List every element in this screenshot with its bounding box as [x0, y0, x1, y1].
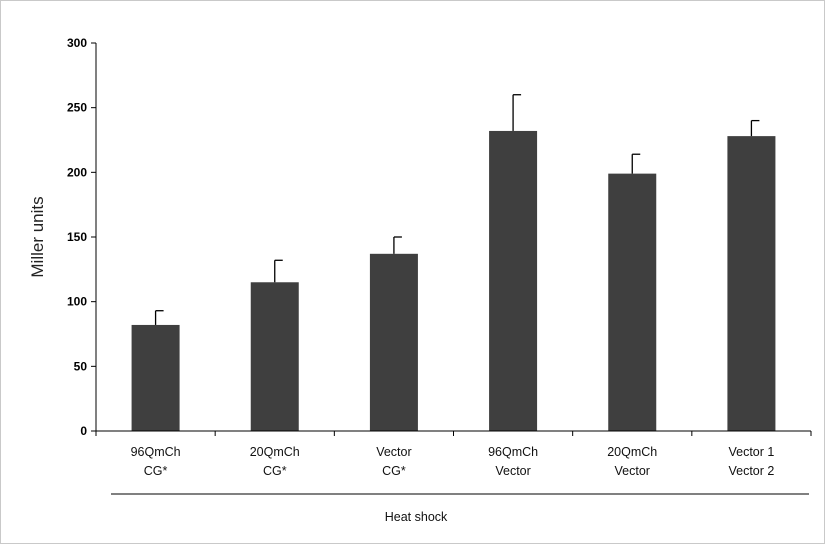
- y-axis-label: Miller units: [28, 196, 47, 277]
- bar: [489, 130, 538, 432]
- x-category-label: CG*: [144, 464, 168, 478]
- y-axis: 0 50 100 150 200 250 300: [67, 36, 97, 438]
- x-category-label: CG*: [382, 464, 406, 478]
- bar: [250, 282, 299, 431]
- x-category-label: 20QmCh: [607, 445, 657, 459]
- x-category-label: Vector: [615, 464, 650, 478]
- bars: [131, 130, 776, 432]
- x-category-label: 96QmCh: [488, 445, 538, 459]
- x-category-label: CG*: [263, 464, 287, 478]
- x-category-label: Vector 2: [728, 464, 774, 478]
- group-label: Heat shock: [385, 510, 448, 524]
- y-tick-label: 150: [67, 230, 87, 244]
- bar: [608, 173, 657, 432]
- x-category-label: 96QmCh: [131, 445, 181, 459]
- bar: [369, 253, 418, 431]
- y-tick-label: 0: [80, 424, 87, 438]
- error-bars: [154, 94, 760, 325]
- y-tick-label: 100: [67, 295, 87, 309]
- y-tick-label: 50: [74, 359, 88, 373]
- y-tick-label: 250: [67, 101, 87, 115]
- y-tick-label: 200: [67, 165, 87, 179]
- x-category-label: Vector: [495, 464, 530, 478]
- bar: [131, 324, 180, 431]
- bar: [727, 136, 776, 431]
- x-category-label: 20QmCh: [250, 445, 300, 459]
- x-axis: 96QmCh CG* 20QmCh CG* Vector CG* 96QmCh Vector 2…: [95, 430, 812, 478]
- x-category-label: Vector 1: [728, 445, 774, 459]
- y-tick-label: 300: [67, 36, 87, 50]
- x-category-label: Vector: [376, 445, 411, 459]
